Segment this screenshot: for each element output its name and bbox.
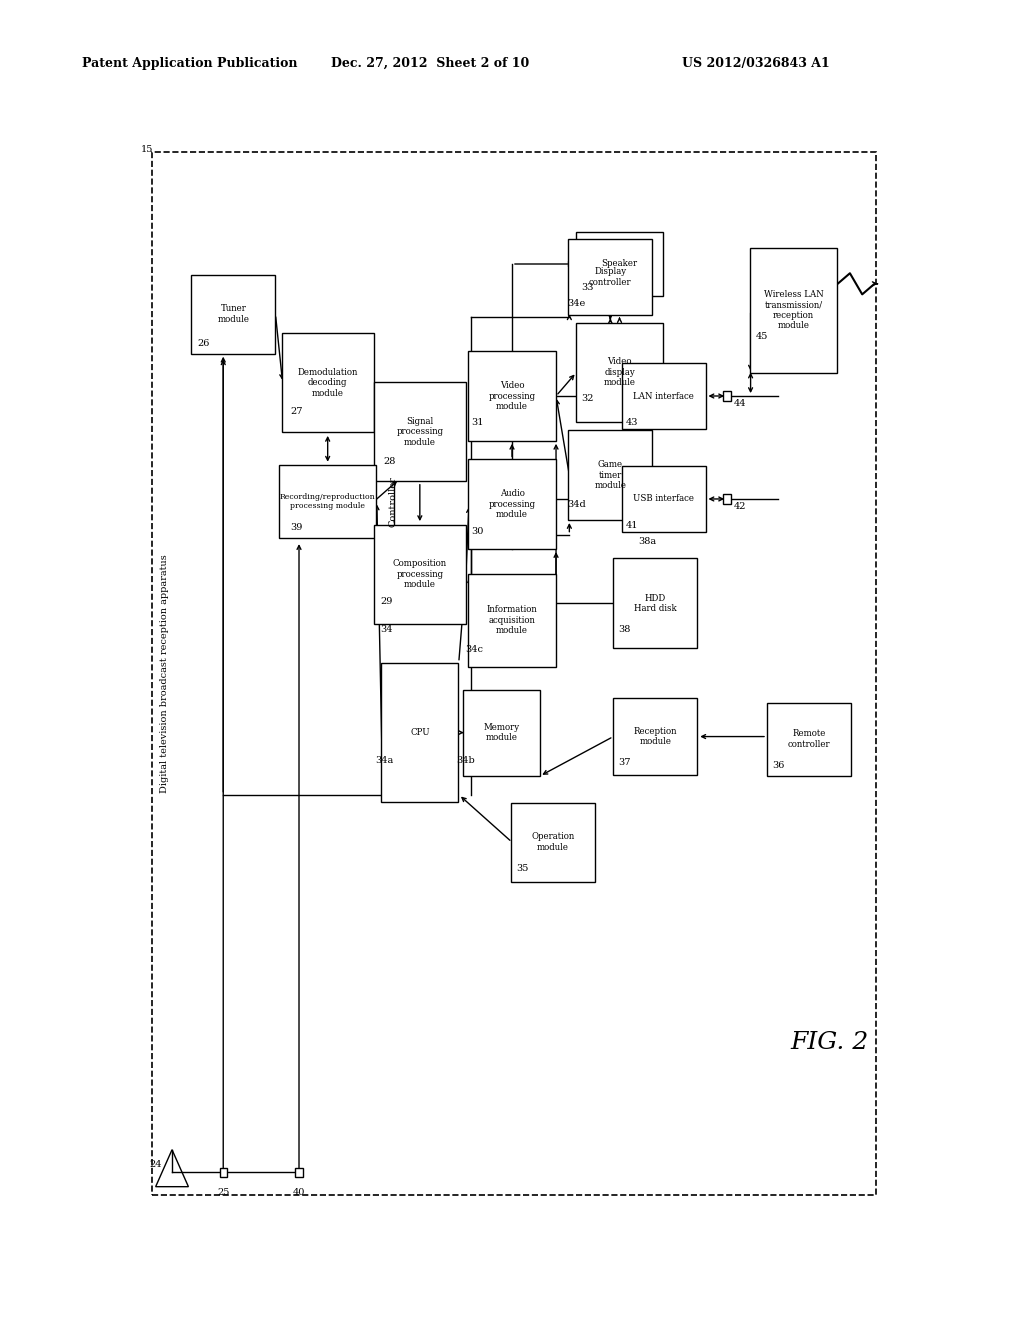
Bar (191, 275, 275, 354)
Text: Recording/reproduction
processing module: Recording/reproduction processing module (280, 492, 376, 511)
Text: Remote
controller: Remote controller (787, 730, 830, 748)
Text: 28: 28 (383, 458, 395, 466)
Text: USB interface: USB interface (633, 495, 694, 503)
Text: Demodulation
decoding
module: Demodulation decoding module (298, 368, 357, 397)
Bar (469, 574, 555, 667)
Text: Speaker: Speaker (601, 260, 638, 268)
Text: 26: 26 (198, 339, 210, 347)
Bar (374, 525, 466, 624)
Text: 25: 25 (217, 1188, 229, 1197)
Bar (613, 698, 697, 775)
Text: FIG. 2: FIG. 2 (791, 1031, 868, 1055)
Text: Composition
processing
module: Composition processing module (393, 560, 446, 589)
Text: CPU: CPU (410, 729, 430, 737)
Bar (219, 1167, 227, 1177)
Text: Tuner
module: Tuner module (217, 305, 250, 323)
Text: Signal
processing
module: Signal processing module (396, 417, 443, 446)
Bar (750, 248, 838, 372)
Text: 39: 39 (291, 524, 303, 532)
Bar (469, 351, 555, 441)
Text: US 2012/0326843 A1: US 2012/0326843 A1 (682, 57, 829, 70)
Text: 42: 42 (734, 503, 746, 511)
Bar (463, 689, 541, 776)
Text: Display
controller: Display controller (589, 268, 632, 286)
Text: Video
processing
module: Video processing module (488, 381, 536, 411)
Bar (295, 1167, 303, 1177)
Text: 36: 36 (772, 762, 784, 770)
Text: Video
display
module: Video display module (603, 358, 636, 387)
Text: Digital television broadcast reception apparatus: Digital television broadcast reception a… (161, 554, 169, 792)
Bar (568, 430, 652, 520)
Text: HDD
Hard disk: HDD Hard disk (634, 594, 677, 612)
Bar (282, 334, 374, 433)
Text: 34a: 34a (375, 756, 393, 764)
Bar (568, 239, 652, 315)
Text: Patent Application Publication: Patent Application Publication (82, 57, 297, 70)
Text: 34c: 34c (465, 645, 483, 653)
Bar (469, 459, 555, 549)
Text: Audio
processing
module: Audio processing module (488, 490, 536, 519)
Text: 15: 15 (141, 145, 154, 153)
Text: 37: 37 (618, 759, 631, 767)
Bar (622, 363, 706, 429)
Text: 40: 40 (293, 1188, 305, 1197)
Text: 41: 41 (626, 521, 638, 529)
Text: 35: 35 (516, 865, 528, 873)
Text: Information
acquisition
module: Information acquisition module (486, 606, 538, 635)
Bar (723, 391, 731, 401)
Text: 24: 24 (150, 1160, 162, 1168)
Text: 34e: 34e (567, 300, 586, 308)
Text: 31: 31 (471, 418, 483, 426)
Text: Game
timer
module: Game timer module (594, 461, 627, 490)
Bar (381, 663, 459, 801)
Text: LAN interface: LAN interface (633, 392, 694, 400)
Bar (767, 702, 851, 776)
Bar (622, 466, 706, 532)
Text: Wireless LAN
transmission/
reception
module: Wireless LAN transmission/ reception mod… (764, 290, 823, 330)
Text: 33: 33 (582, 284, 594, 292)
Text: 45: 45 (756, 333, 768, 341)
Text: Memory
module: Memory module (483, 723, 520, 742)
Text: 34: 34 (381, 626, 393, 634)
Bar (279, 465, 377, 539)
Bar (152, 152, 876, 1195)
Text: 38a: 38a (638, 537, 656, 545)
Text: 29: 29 (381, 598, 393, 606)
Text: Operation
module: Operation module (531, 833, 574, 851)
Text: 38: 38 (618, 626, 631, 634)
Bar (723, 494, 731, 503)
Text: Controller: Controller (389, 477, 397, 527)
Bar (511, 803, 595, 882)
Text: 34b: 34b (457, 756, 475, 764)
Text: 44: 44 (734, 400, 746, 408)
Text: 34d: 34d (567, 500, 586, 508)
Text: 30: 30 (471, 528, 483, 536)
Bar (575, 323, 664, 422)
Bar (575, 232, 664, 296)
Text: 27: 27 (291, 408, 303, 416)
Text: Reception
module: Reception module (634, 727, 677, 746)
Text: 32: 32 (582, 395, 594, 403)
Text: Dec. 27, 2012  Sheet 2 of 10: Dec. 27, 2012 Sheet 2 of 10 (331, 57, 529, 70)
Bar (613, 558, 697, 648)
Text: 43: 43 (626, 418, 638, 426)
Bar (374, 381, 466, 480)
